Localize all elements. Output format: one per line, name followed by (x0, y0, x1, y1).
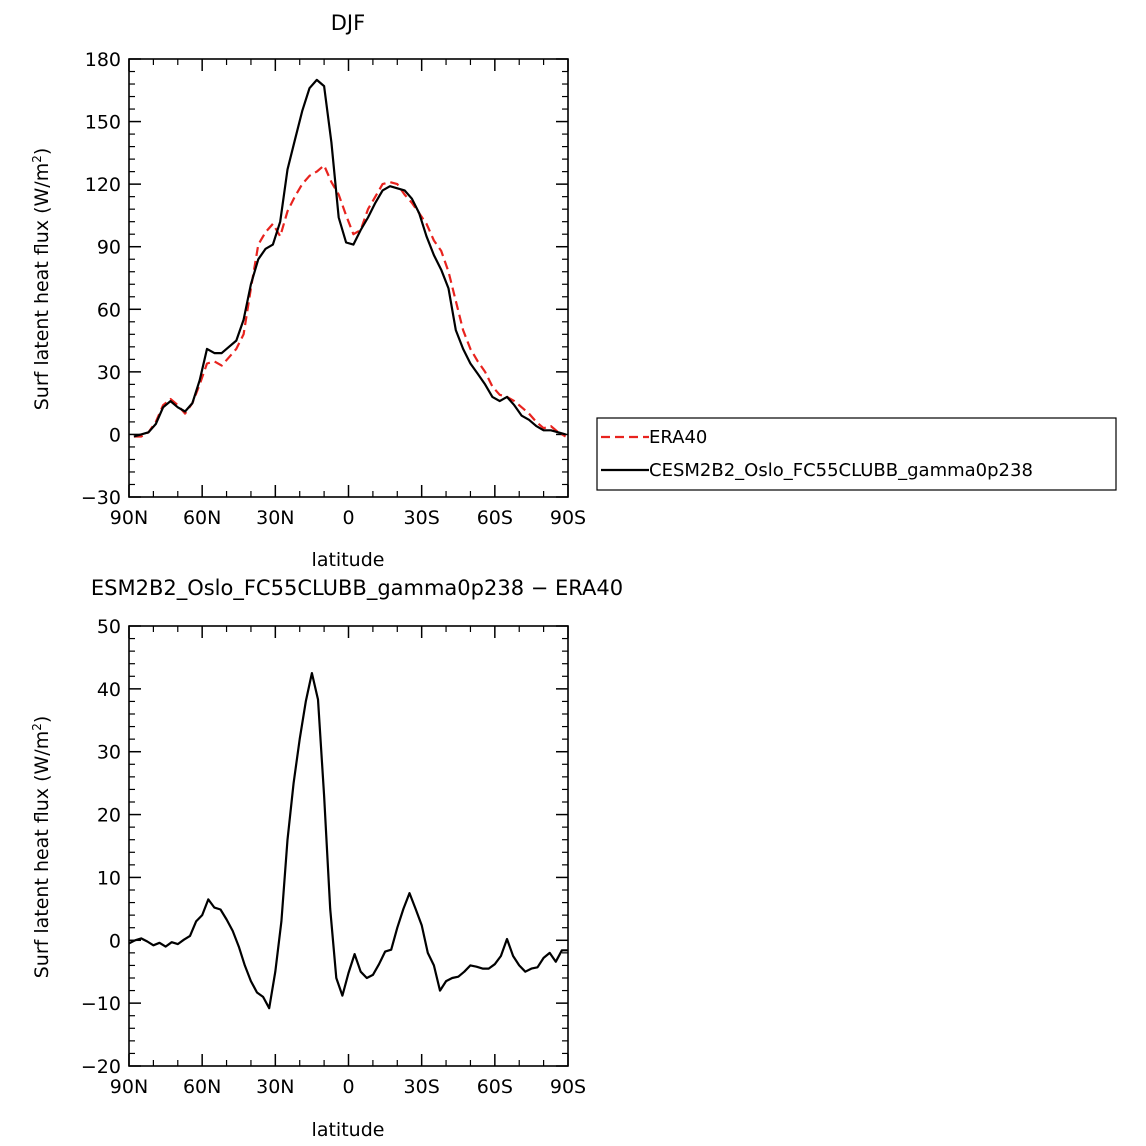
bottom-y-tick-label: −10 (81, 993, 121, 1015)
legend-box (596, 417, 1117, 491)
top-y-tick-label: 120 (85, 174, 121, 196)
top-x-tick-label: 60N (183, 507, 221, 529)
top-x-axis-label: latitude (312, 549, 385, 571)
top-x-tick-label: 30N (256, 507, 294, 529)
bottom-x-tick-label: 90S (550, 1076, 586, 1098)
top-panel: DJF 90N 60N 30N 0 30S 60S 90S −30 0 30 60 90 120 150 1… (30, 11, 586, 571)
bottom-panel: ESM2B2_Oslo_FC55CLUBB_gamma0p238 − ERA40… (30, 576, 623, 1141)
bottom-x-tick-label: 60N (183, 1076, 221, 1098)
bottom-y-tick-label: 0 (109, 930, 121, 952)
top-series-line-cesm2b2-oslo-fc55clubb-gamma0p238 (133, 78, 566, 438)
bottom-y-axis-label: Surf latent heat flux (W/m2) (30, 716, 53, 979)
top-series-line-era40 (133, 164, 567, 438)
top-x-tick-label: 90S (550, 507, 586, 529)
legend-era40-label: ERA40 (649, 427, 707, 448)
bottom-plot-area: 90N 60N 30N 0 30S 60S 90S −20 −10 0 10 20 30 40 50 (81, 616, 586, 1098)
top-y-tick-label: 180 (85, 49, 121, 71)
bottom-series-line-0 (128, 671, 568, 1010)
top-x-tick-label: 30S (404, 507, 440, 529)
bottom-x-axis-label: latitude (312, 1119, 385, 1141)
bottom-y-tick-label: 10 (97, 867, 121, 889)
bottom-panel-title: ESM2B2_Oslo_FC55CLUBB_gamma0p238 − ERA40 (91, 576, 623, 601)
top-x-tick-label: 0 (342, 507, 354, 529)
top-y-tick-label: 0 (109, 424, 121, 446)
top-y-tick-label: 150 (85, 112, 121, 134)
bottom-x-tick-label: 30S (404, 1076, 440, 1098)
top-x-tick-label: 60S (477, 507, 513, 529)
bottom-x-tick-label: 30N (256, 1076, 294, 1098)
bottom-y-tick-label: 30 (97, 742, 121, 764)
top-y-tick-label: 60 (97, 299, 121, 321)
top-plot-area: 90N 60N 30N 0 30S 60S 90S −30 0 30 60 90 120 150 180 (81, 49, 586, 529)
legend: ERA40 CESM2B2_Oslo_FC55CLUBB_gamma0p238 (596, 417, 1117, 491)
top-y-tick-label: −30 (81, 487, 121, 509)
legend-cesm-label: CESM2B2_Oslo_FC55CLUBB_gamma0p238 (649, 460, 1033, 481)
top-x-tick-label: 90N (110, 507, 148, 529)
bottom-y-tick-label: 50 (97, 616, 121, 638)
bottom-x-tick-label: 60S (477, 1076, 513, 1098)
bottom-x-tick-label: 90N (110, 1076, 148, 1098)
top-y-tick-label: 90 (97, 237, 121, 259)
bottom-y-tick-label: −20 (81, 1056, 121, 1078)
top-frame (128, 58, 569, 498)
bottom-x-tick-label: 0 (342, 1076, 354, 1098)
bottom-y-tick-label: 20 (97, 805, 121, 827)
bottom-frame (128, 625, 569, 1067)
top-panel-title: DJF (331, 11, 365, 35)
bottom-y-tick-label: 40 (97, 679, 121, 701)
top-y-axis-label: Surf latent heat flux (W/m2) (30, 148, 53, 411)
top-y-tick-label: 30 (97, 362, 121, 384)
